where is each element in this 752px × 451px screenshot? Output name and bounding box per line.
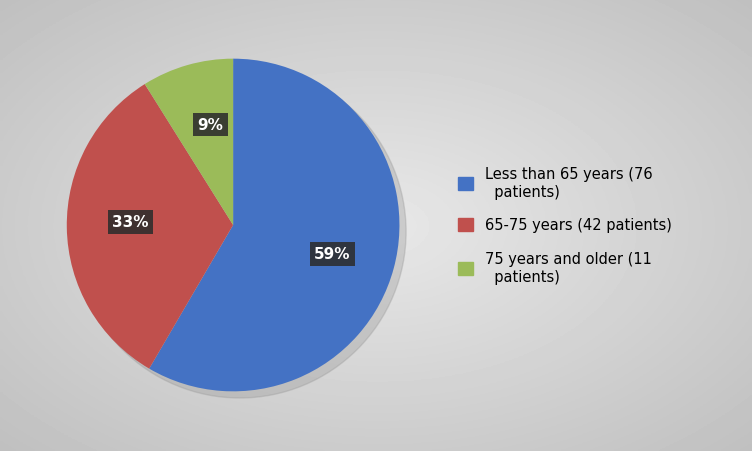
Text: 59%: 59% bbox=[314, 247, 350, 262]
Text: 33%: 33% bbox=[112, 215, 148, 230]
Wedge shape bbox=[149, 60, 399, 391]
Wedge shape bbox=[67, 85, 233, 369]
Legend: Less than 65 years (76
  patients), 65-75 years (42 patients), 75 years and olde: Less than 65 years (76 patients), 65-75 … bbox=[459, 167, 672, 284]
Text: 9%: 9% bbox=[198, 118, 223, 133]
Circle shape bbox=[74, 66, 406, 398]
Wedge shape bbox=[145, 60, 233, 226]
